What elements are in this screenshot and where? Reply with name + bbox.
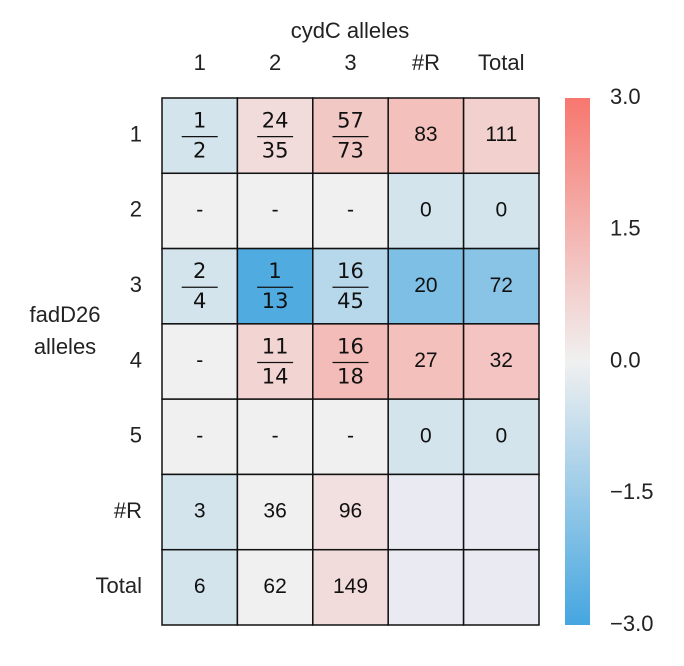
- cell-label: 72: [490, 274, 513, 297]
- row-label: 3: [130, 272, 142, 297]
- cell: [312, 398, 389, 476]
- cell-label: 83: [414, 123, 437, 146]
- cell: [312, 548, 389, 626]
- cell: [236, 323, 314, 400]
- cell-label: -: [347, 424, 354, 447]
- fraction-numerator: 16: [337, 259, 364, 283]
- fraction-numerator: 57: [337, 109, 364, 133]
- cell: [462, 247, 540, 325]
- cell-label: -: [347, 198, 354, 221]
- fraction-numerator: 16: [337, 335, 364, 359]
- cell: [161, 97, 239, 175]
- colorbar-tick-label: 0.0: [610, 347, 641, 372]
- fraction-denominator: 4: [193, 289, 206, 313]
- cell: [236, 247, 314, 325]
- cell-label: -: [272, 198, 279, 221]
- cell: [462, 398, 540, 476]
- cell: [236, 97, 314, 175]
- fraction-denominator: 18: [337, 365, 364, 389]
- column-label: #R: [412, 50, 440, 75]
- cell: [161, 548, 239, 626]
- cell: [312, 247, 389, 325]
- fraction-numerator: 2: [193, 259, 206, 283]
- fraction-denominator: 14: [262, 365, 289, 389]
- cell: [462, 548, 540, 626]
- cell: [387, 323, 465, 400]
- row-label: 5: [130, 423, 142, 448]
- colorbar-tick-label: 1.5: [610, 216, 641, 241]
- fraction-numerator: 1: [268, 259, 281, 283]
- fraction-denominator: 45: [337, 289, 364, 313]
- chart-title: cydC alleles: [291, 18, 410, 43]
- fraction-numerator: 1: [193, 109, 206, 133]
- cell: [312, 172, 389, 250]
- colorbar-tick-label: −3.0: [610, 611, 653, 636]
- column-label: Total: [478, 50, 524, 75]
- cell-label: 149: [333, 575, 368, 598]
- cell: [236, 473, 314, 551]
- cell-label: 3: [194, 500, 206, 523]
- colorbar: [565, 98, 590, 625]
- column-label: 3: [344, 50, 356, 75]
- fraction-denominator: 2: [193, 139, 206, 163]
- cell-label: 0: [420, 424, 432, 447]
- cell: [387, 548, 465, 626]
- fraction-denominator: 73: [337, 139, 364, 163]
- cell-label: 111: [485, 123, 517, 146]
- cell-label: 62: [263, 575, 286, 598]
- cell-label: 0: [420, 198, 432, 221]
- row-label: 2: [130, 197, 142, 222]
- cell: [462, 172, 540, 250]
- fraction-denominator: 13: [262, 289, 289, 313]
- cell: [387, 473, 465, 551]
- colorbar-tick-label: 3.0: [610, 84, 641, 109]
- cell-label: 32: [490, 349, 513, 372]
- fraction-denominator: 35: [262, 139, 289, 163]
- cell-label: 6: [194, 575, 206, 598]
- row-label: 4: [130, 347, 142, 372]
- y-axis-label: fadD26: [30, 302, 101, 327]
- cell: [462, 323, 540, 400]
- cell-label: -: [196, 424, 203, 447]
- column-label: 1: [194, 50, 206, 75]
- cell-label: 96: [339, 500, 362, 523]
- fraction-numerator: 11: [262, 335, 289, 359]
- cell-label: 27: [414, 349, 437, 372]
- cell-label: -: [196, 198, 203, 221]
- fraction-numerator: 24: [262, 109, 289, 133]
- cell-label: -: [272, 424, 279, 447]
- cell-label: 20: [414, 274, 437, 297]
- cell: [387, 247, 465, 325]
- cell: [312, 97, 389, 175]
- y-axis-label: alleles: [34, 334, 96, 359]
- row-label: #R: [114, 498, 142, 523]
- cell: [236, 548, 314, 626]
- cell: [387, 172, 465, 250]
- cell: [462, 473, 540, 551]
- cell-label: 36: [263, 500, 286, 523]
- cell-label: -: [196, 349, 203, 372]
- cell-label: 0: [495, 424, 507, 447]
- column-label: 2: [269, 50, 281, 75]
- cell-label: 0: [495, 198, 507, 221]
- cell: [161, 473, 239, 551]
- row-label: 1: [130, 121, 142, 146]
- colorbar-tick-label: −1.5: [610, 479, 653, 504]
- row-label: Total: [96, 573, 142, 598]
